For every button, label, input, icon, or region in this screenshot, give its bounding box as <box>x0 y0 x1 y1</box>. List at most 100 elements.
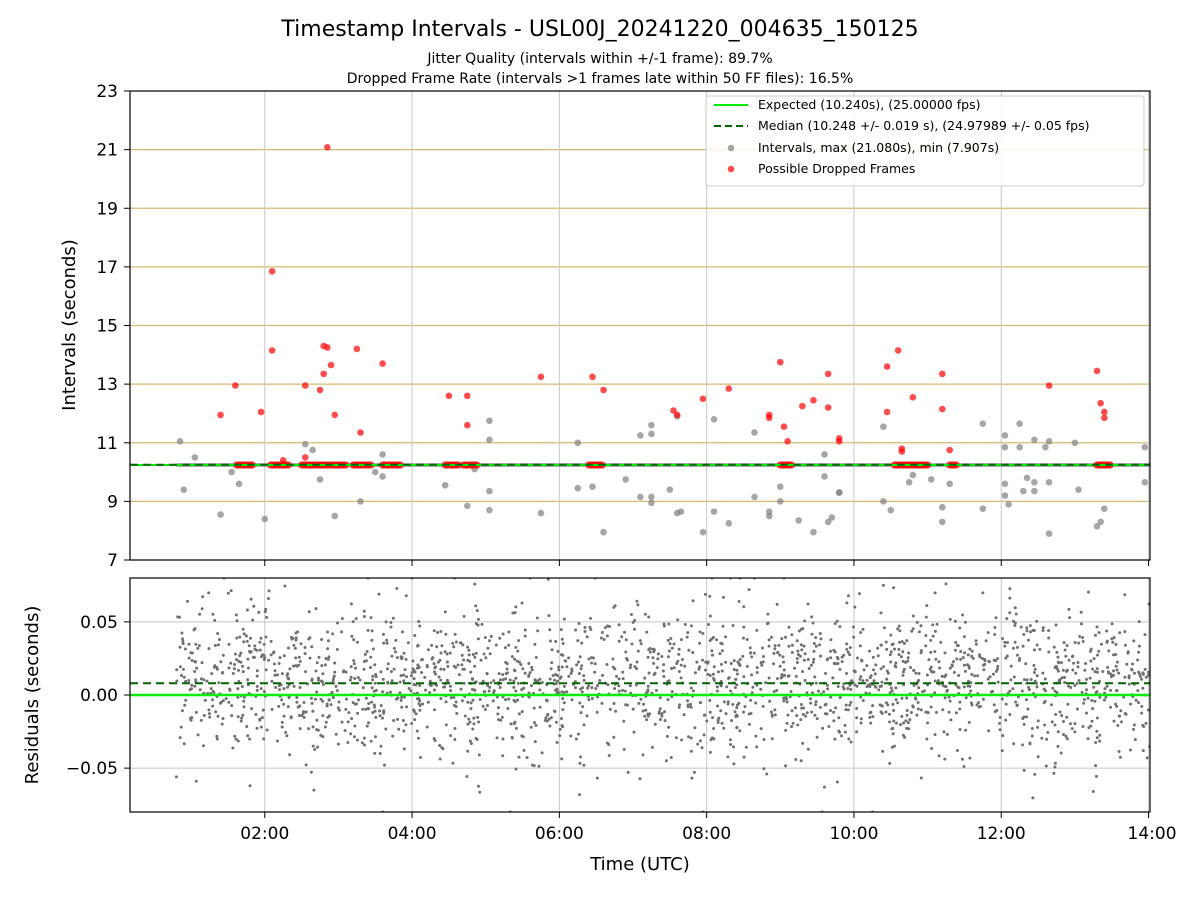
residual-point <box>386 681 390 685</box>
residual-point <box>836 685 840 689</box>
residual-point <box>285 673 289 677</box>
residual-point <box>831 676 835 680</box>
residual-point <box>761 704 765 708</box>
residual-point <box>953 648 957 652</box>
residual-point <box>835 780 839 784</box>
residual-point <box>633 665 637 669</box>
residual-point <box>650 745 654 749</box>
residual-point <box>553 709 557 713</box>
residual-point <box>561 641 565 645</box>
residual-point <box>580 664 584 668</box>
residual-point <box>660 654 664 658</box>
residual-point <box>489 681 493 685</box>
residual-point <box>728 738 732 742</box>
residual-point <box>724 712 728 716</box>
residual-point <box>666 638 670 642</box>
residual-point <box>1035 674 1039 678</box>
residual-point <box>708 750 712 754</box>
residual-point <box>211 612 215 616</box>
residual-point <box>545 698 549 702</box>
dropped-frame-point <box>1097 399 1104 407</box>
residual-point <box>362 743 366 747</box>
residual-point <box>400 695 404 699</box>
residual-point <box>181 637 185 641</box>
residual-point <box>1013 640 1017 644</box>
interval-point <box>589 483 596 491</box>
residual-point <box>357 698 361 702</box>
residual-point <box>436 631 440 635</box>
residual-point <box>848 703 852 707</box>
residual-point <box>373 705 377 709</box>
residual-point <box>838 667 842 671</box>
residual-point <box>711 635 715 639</box>
residual-point <box>185 599 189 603</box>
top-y-tick-label: 13 <box>96 375 118 395</box>
residual-point <box>795 714 799 718</box>
residual-point <box>561 708 565 712</box>
residual-point <box>442 685 446 689</box>
residual-point <box>402 673 406 677</box>
interval-point <box>637 432 644 439</box>
residual-point <box>300 714 304 718</box>
residual-point <box>1137 650 1141 654</box>
interval-point <box>795 517 803 524</box>
residual-point <box>1112 669 1116 673</box>
residual-point <box>785 700 789 704</box>
residual-point <box>1102 698 1106 702</box>
residual-point <box>829 638 833 642</box>
residual-point <box>813 713 817 717</box>
residual-point <box>193 670 197 674</box>
residual-point <box>1073 722 1077 726</box>
residual-point <box>1057 661 1061 665</box>
residual-point <box>326 715 330 719</box>
residual-point <box>382 711 386 715</box>
interval-point <box>1045 479 1053 486</box>
residual-point <box>910 629 914 633</box>
residual-point <box>407 687 411 691</box>
residual-point <box>540 751 544 755</box>
residual-point <box>1105 629 1109 633</box>
residual-point <box>993 626 997 630</box>
residual-point <box>660 714 664 718</box>
residual-point <box>259 687 263 691</box>
residual-point <box>732 659 736 663</box>
residual-point <box>919 651 923 655</box>
residual-point <box>353 702 357 706</box>
residual-point <box>944 582 948 586</box>
residual-point <box>178 645 182 649</box>
residual-point <box>698 739 702 743</box>
residual-point <box>520 734 524 738</box>
residual-point <box>612 701 616 705</box>
residual-point <box>623 689 627 693</box>
interval-point <box>1001 443 1009 451</box>
residual-point <box>1024 698 1028 702</box>
residual-point <box>523 628 527 632</box>
residual-point <box>265 728 269 732</box>
interval-point <box>1016 443 1023 451</box>
residual-point <box>799 759 803 763</box>
residual-point <box>644 708 648 712</box>
residual-point <box>1105 639 1109 643</box>
residual-point <box>402 651 406 655</box>
residual-point <box>1035 643 1039 647</box>
residual-point <box>989 690 993 694</box>
residual-point <box>581 686 585 690</box>
residual-point <box>986 631 990 635</box>
residual-point <box>702 733 706 737</box>
residual-point <box>554 688 558 692</box>
bottom-plot-area <box>130 578 1150 812</box>
residual-point <box>947 710 951 714</box>
residual-point <box>1090 719 1094 723</box>
residual-point <box>596 695 600 699</box>
interval-point <box>909 471 917 479</box>
residual-point <box>520 601 524 605</box>
residual-point <box>198 612 202 616</box>
residual-point <box>1115 704 1119 708</box>
residual-point <box>321 714 325 718</box>
residual-point <box>976 674 980 678</box>
residual-point <box>1034 681 1038 685</box>
residual-point <box>966 684 970 688</box>
residual-point <box>208 715 212 719</box>
residual-point <box>486 704 490 708</box>
